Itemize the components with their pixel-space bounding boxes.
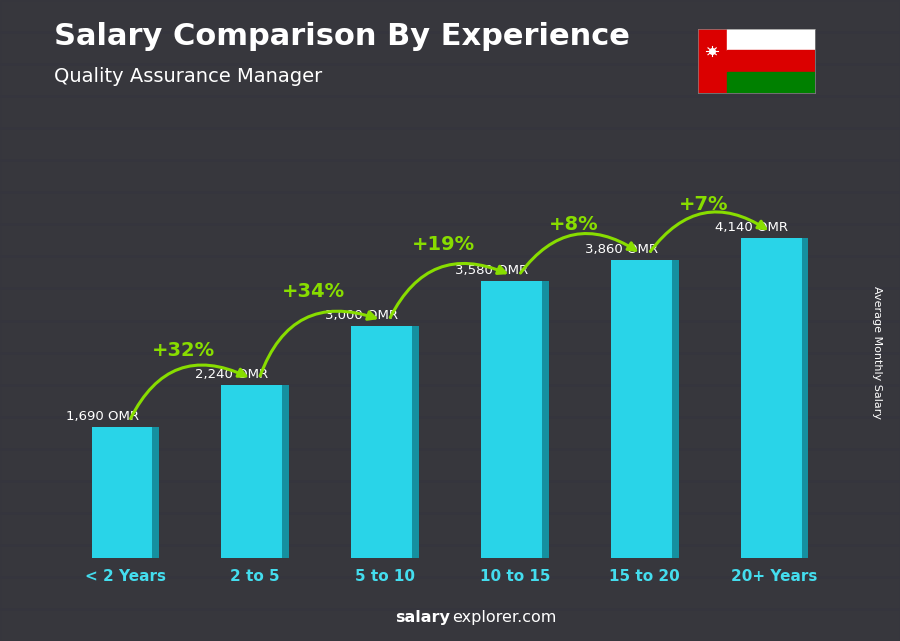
Bar bbox=[671, 260, 679, 558]
Bar bbox=[0, 160, 900, 192]
Bar bbox=[0, 0, 900, 32]
Text: +34%: +34% bbox=[282, 282, 346, 301]
Bar bbox=[0, 609, 900, 641]
Bar bbox=[0, 32, 900, 64]
Bar bbox=[0, 224, 900, 256]
Bar bbox=[0, 320, 900, 353]
Bar bbox=[0, 96, 900, 128]
Bar bbox=[0, 128, 900, 160]
Bar bbox=[0, 417, 900, 449]
Bar bbox=[698, 29, 727, 93]
Bar bbox=[0, 256, 900, 288]
Bar bbox=[542, 281, 549, 558]
Bar bbox=[0, 288, 900, 320]
Bar bbox=[0, 577, 900, 609]
Bar bbox=[0, 192, 900, 224]
Bar bbox=[727, 72, 814, 93]
Text: 3,580 OMR: 3,580 OMR bbox=[455, 264, 528, 277]
Bar bbox=[283, 385, 289, 558]
Text: 3,860 OMR: 3,860 OMR bbox=[585, 242, 658, 256]
Bar bbox=[0, 64, 900, 96]
Bar bbox=[482, 281, 549, 558]
Bar bbox=[351, 326, 418, 558]
Text: Quality Assurance Manager: Quality Assurance Manager bbox=[54, 67, 322, 87]
Text: +7%: +7% bbox=[679, 196, 728, 214]
Bar bbox=[0, 481, 900, 513]
Bar bbox=[741, 238, 808, 558]
Bar bbox=[0, 513, 900, 545]
Text: +8%: +8% bbox=[548, 215, 599, 235]
Bar bbox=[727, 29, 814, 50]
Text: Salary Comparison By Experience: Salary Comparison By Experience bbox=[54, 22, 630, 51]
Text: Average Monthly Salary: Average Monthly Salary bbox=[872, 286, 883, 419]
Text: +32%: +32% bbox=[152, 341, 215, 360]
Bar bbox=[611, 260, 679, 558]
Bar bbox=[0, 545, 900, 577]
Text: 3,000 OMR: 3,000 OMR bbox=[325, 309, 398, 322]
Bar bbox=[152, 428, 159, 558]
Bar bbox=[221, 385, 289, 558]
Text: 1,690 OMR: 1,690 OMR bbox=[66, 410, 139, 423]
Bar bbox=[0, 385, 900, 417]
Bar bbox=[412, 326, 418, 558]
Bar bbox=[92, 428, 159, 558]
Bar bbox=[802, 238, 808, 558]
Text: salary: salary bbox=[395, 610, 450, 625]
Text: 4,140 OMR: 4,140 OMR bbox=[715, 221, 788, 234]
Text: 2,240 OMR: 2,240 OMR bbox=[195, 367, 268, 381]
Bar bbox=[727, 50, 814, 72]
Bar bbox=[0, 353, 900, 385]
Bar bbox=[0, 449, 900, 481]
Text: explorer.com: explorer.com bbox=[452, 610, 556, 625]
Text: +19%: +19% bbox=[412, 235, 475, 254]
